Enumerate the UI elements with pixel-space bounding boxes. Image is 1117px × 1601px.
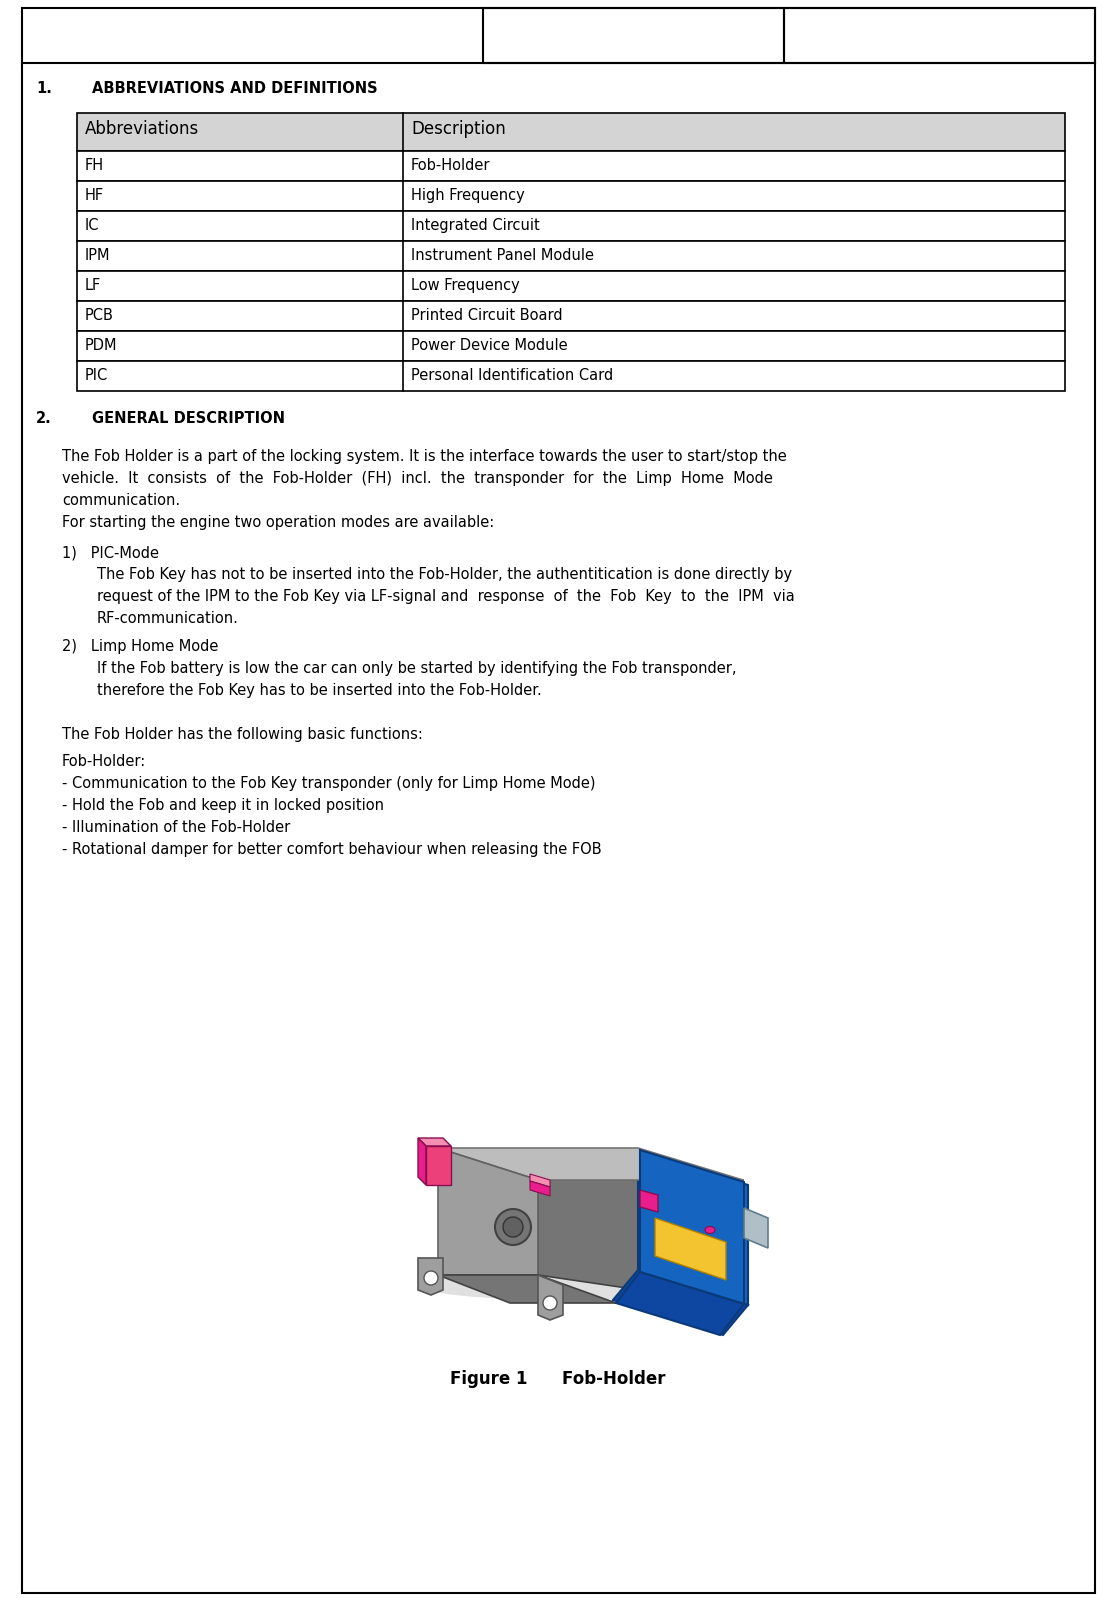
- Polygon shape: [426, 1146, 451, 1185]
- Bar: [77, 331, 1065, 360]
- Bar: [784, 8, 1095, 62]
- Text: The Fob Key has not to be inserted into the Fob-Holder, the authentitication is : The Fob Key has not to be inserted into …: [97, 567, 792, 583]
- Bar: [77, 360, 1065, 391]
- Text: IPM: IPM: [85, 248, 111, 263]
- Polygon shape: [653, 1215, 728, 1281]
- Text: Instrument Panel Module: Instrument Panel Module: [411, 248, 594, 263]
- Polygon shape: [655, 1218, 726, 1281]
- Circle shape: [424, 1271, 438, 1286]
- Text: Low Frequency: Low Frequency: [411, 279, 519, 293]
- Text: IC: IC: [85, 218, 99, 234]
- Polygon shape: [529, 1174, 550, 1186]
- Polygon shape: [538, 1274, 563, 1319]
- Text: 1.: 1.: [36, 82, 51, 96]
- Text: Printed Circuit Board: Printed Circuit Board: [411, 307, 563, 323]
- Polygon shape: [640, 1190, 658, 1212]
- Text: Figure 1      Fob-Holder: Figure 1 Fob-Holder: [450, 1370, 666, 1388]
- Text: High Frequency: High Frequency: [411, 187, 525, 203]
- Bar: [77, 242, 1065, 271]
- Text: The Fob Holder is a part of the locking system. It is the interface towards the : The Fob Holder is a part of the locking …: [63, 448, 786, 464]
- Text: For starting the engine two operation modes are available:: For starting the engine two operation mo…: [63, 516, 494, 530]
- Text: PDM: PDM: [85, 338, 117, 352]
- Text: Fob-Holder: Fob-Holder: [411, 158, 490, 173]
- Polygon shape: [615, 1273, 744, 1335]
- Text: PCB: PCB: [85, 307, 114, 323]
- Text: The Fob Holder has the following basic functions:: The Fob Holder has the following basic f…: [63, 727, 423, 741]
- Text: - Rotational damper for better comfort behaviour when releasing the FOB: - Rotational damper for better comfort b…: [63, 842, 602, 857]
- Text: Integrated Circuit: Integrated Circuit: [411, 218, 540, 234]
- Polygon shape: [418, 1138, 451, 1146]
- Polygon shape: [638, 1150, 748, 1305]
- Polygon shape: [438, 1148, 743, 1180]
- Text: If the Fob battery is low the car can only be started by identifying the Fob tra: If the Fob battery is low the car can on…: [97, 661, 736, 676]
- Text: 2.: 2.: [36, 411, 51, 426]
- Text: - Hold the Fob and keep it in locked position: - Hold the Fob and keep it in locked pos…: [63, 797, 384, 813]
- Text: Abbreviations: Abbreviations: [85, 120, 199, 138]
- Polygon shape: [438, 1148, 538, 1274]
- Text: communication.: communication.: [63, 493, 180, 508]
- Text: HF: HF: [85, 187, 104, 203]
- Text: - Communication to the Fob Key transponder (only for Limp Home Mode): - Communication to the Fob Key transpond…: [63, 776, 595, 791]
- Text: Power Device Module: Power Device Module: [411, 338, 567, 352]
- Bar: [77, 271, 1065, 301]
- Text: Fob-Holder:: Fob-Holder:: [63, 754, 146, 768]
- Text: - Illumination of the Fob-Holder: - Illumination of the Fob-Holder: [63, 820, 290, 836]
- Text: FH: FH: [85, 158, 104, 173]
- Polygon shape: [744, 1209, 768, 1249]
- Text: PIC: PIC: [85, 368, 108, 383]
- Polygon shape: [438, 1274, 615, 1303]
- Bar: [77, 150, 1065, 181]
- Text: LF: LF: [85, 279, 102, 293]
- Text: ABBREVIATIONS AND DEFINITIONS: ABBREVIATIONS AND DEFINITIONS: [92, 82, 378, 96]
- Text: vehicle.  It  consists  of  the  Fob-Holder  (FH)  incl.  the  transponder  for : vehicle. It consists of the Fob-Holder (…: [63, 471, 773, 487]
- Polygon shape: [529, 1182, 550, 1196]
- Circle shape: [495, 1209, 531, 1246]
- Polygon shape: [538, 1180, 743, 1305]
- Bar: [77, 301, 1065, 331]
- Text: GENERAL DESCRIPTION: GENERAL DESCRIPTION: [92, 411, 285, 426]
- Text: 2)   Limp Home Mode: 2) Limp Home Mode: [63, 639, 219, 653]
- Text: therefore the Fob Key has to be inserted into the Fob-Holder.: therefore the Fob Key has to be inserted…: [97, 684, 542, 698]
- Bar: [77, 211, 1065, 242]
- Text: Personal Identification Card: Personal Identification Card: [411, 368, 613, 383]
- Text: Description: Description: [411, 120, 506, 138]
- Ellipse shape: [418, 1270, 708, 1300]
- Bar: [77, 114, 1065, 150]
- Polygon shape: [418, 1258, 443, 1295]
- Text: 1)   PIC-Mode: 1) PIC-Mode: [63, 544, 159, 560]
- Text: request of the IPM to the Fob Key via LF-signal and  response  of  the  Fob  Key: request of the IPM to the Fob Key via LF…: [97, 589, 795, 604]
- Bar: [77, 181, 1065, 211]
- Circle shape: [543, 1295, 557, 1310]
- Bar: [484, 8, 784, 62]
- Polygon shape: [613, 1270, 748, 1335]
- Polygon shape: [418, 1138, 426, 1185]
- Polygon shape: [640, 1150, 744, 1303]
- Circle shape: [503, 1217, 523, 1238]
- Ellipse shape: [705, 1226, 715, 1233]
- Text: RF-communication.: RF-communication.: [97, 612, 239, 626]
